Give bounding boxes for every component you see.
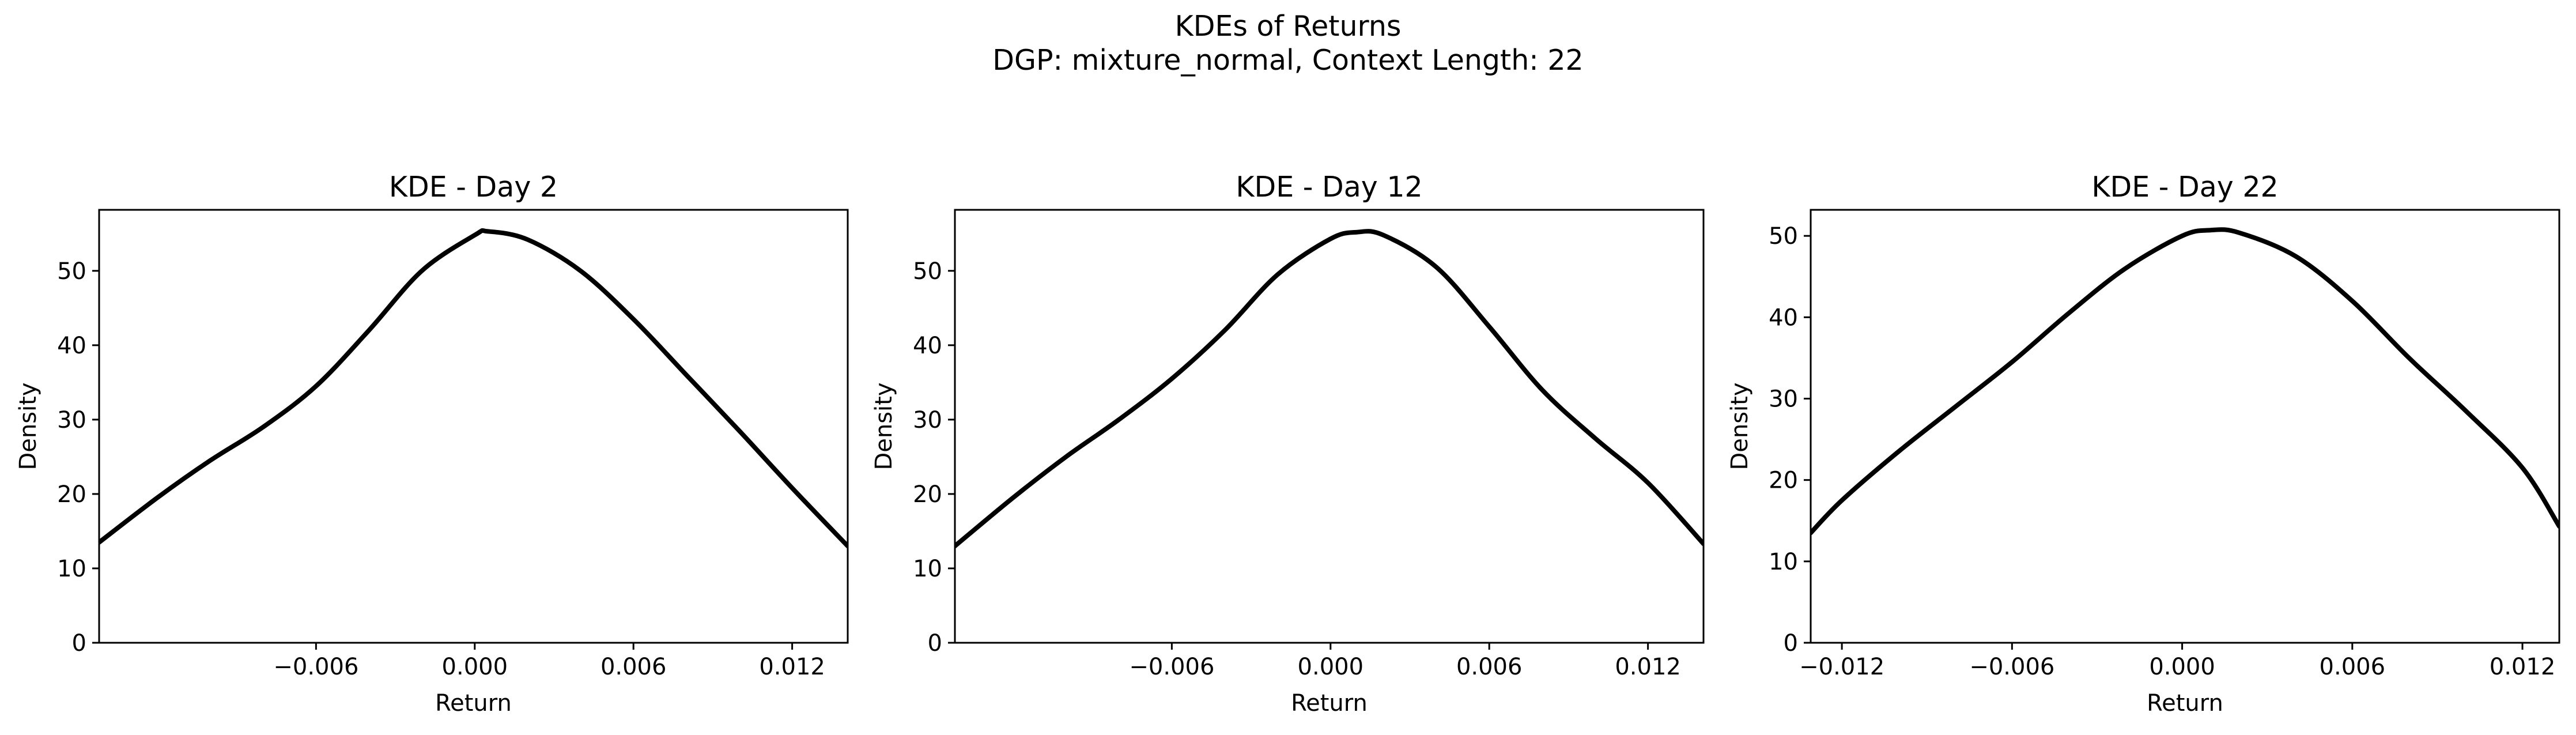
y-tick-label: 20 <box>1769 468 1798 494</box>
axes-frame <box>1810 209 2560 644</box>
y-tick-label: 10 <box>57 556 86 582</box>
x-tick-label: 0.000 <box>1298 654 1364 680</box>
x-tick-label: 0.006 <box>1456 654 1523 680</box>
x-axis-label: Return <box>1291 690 1368 717</box>
subplot-title: KDE - Day 2 <box>389 171 558 203</box>
x-axis-label: Return <box>435 690 512 717</box>
y-tick-label: 0 <box>928 630 942 657</box>
y-axis-label: Density <box>15 382 41 470</box>
y-tick-label: 0 <box>72 630 86 657</box>
axes-frame <box>954 209 1705 644</box>
y-axis-label: Density <box>871 382 897 470</box>
x-tick-label: 0.006 <box>600 654 667 680</box>
subplot-1: KDE - Day 2 −0.006 0.000 0.006 0.012 0 10 20 30 4… <box>15 171 849 717</box>
kde-curve <box>99 228 848 549</box>
kde-curve <box>1811 227 2559 536</box>
y-tick-label: 50 <box>1769 223 1798 250</box>
x-tick-label: −0.006 <box>273 654 358 680</box>
figure-title: KDEs of Returns <box>1175 10 1402 43</box>
axes-frame <box>98 209 849 644</box>
subplot-title: KDE - Day 12 <box>1236 171 1422 203</box>
figure-subtitle: DGP: mixture_normal, Context Length: 22 <box>992 44 1583 77</box>
subplots: KDE - Day 2 −0.006 0.000 0.006 0.012 0 10 20 30 4… <box>15 171 2560 717</box>
y-tick-label: 50 <box>913 258 942 285</box>
subplot-title: KDE - Day 22 <box>2091 171 2278 203</box>
y-tick-label: 40 <box>913 333 942 359</box>
y-tick-label: 10 <box>1769 549 1798 575</box>
y-tick-label: 40 <box>57 333 86 359</box>
subplot-3: KDE - Day 22 −0.012 −0.006 0.000 0.006 0.012 0… <box>1727 171 2560 717</box>
x-tick-label: 0.012 <box>1615 654 1681 680</box>
x-tick-label: −0.006 <box>1129 654 1214 680</box>
subplot-2: KDE - Day 12 −0.006 0.000 0.006 0.012 0 10 20 30… <box>871 171 1705 717</box>
y-tick-label: 50 <box>57 258 86 285</box>
x-tick-label: −0.012 <box>1799 654 1884 680</box>
x-tick-label: 0.000 <box>442 654 508 680</box>
y-tick-label: 30 <box>913 407 942 434</box>
y-tick-label: 40 <box>1769 304 1798 331</box>
y-axis-label: Density <box>1727 382 1753 470</box>
x-tick-label: 0.000 <box>2149 654 2215 680</box>
x-tick-label: 0.012 <box>2490 654 2556 680</box>
y-tick-label: 20 <box>913 481 942 508</box>
x-axis-label: Return <box>2147 690 2223 717</box>
kde-curve <box>955 229 1704 549</box>
y-tick-label: 10 <box>913 556 942 582</box>
y-tick-label: 30 <box>1769 386 1798 413</box>
x-tick-label: 0.006 <box>2320 654 2386 680</box>
x-tick-label: −0.006 <box>1969 654 2054 680</box>
x-tick-label: 0.012 <box>759 654 825 680</box>
y-tick-label: 20 <box>57 481 86 508</box>
y-tick-label: 30 <box>57 407 86 434</box>
y-tick-label: 0 <box>1784 630 1798 657</box>
